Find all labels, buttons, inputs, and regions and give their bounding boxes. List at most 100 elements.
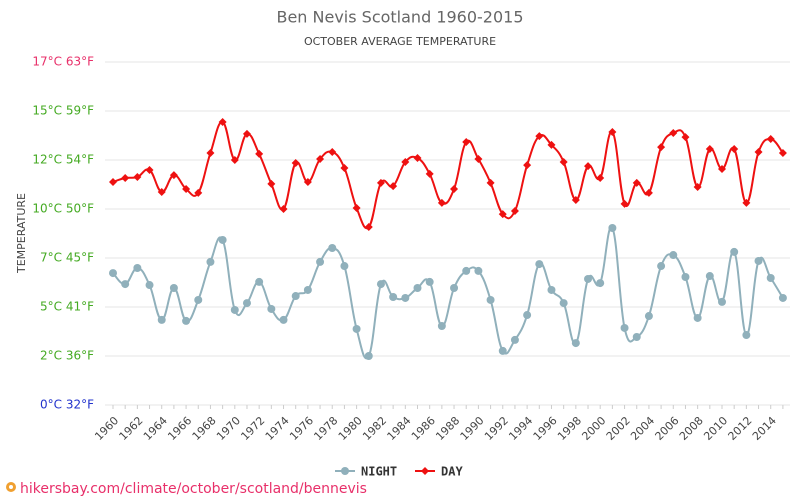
x-tick-label: 1990 xyxy=(458,414,487,443)
point xyxy=(425,169,434,178)
point xyxy=(389,293,398,302)
x-tick-label: 1966 xyxy=(165,414,194,443)
point xyxy=(194,295,203,304)
point xyxy=(364,352,373,360)
point xyxy=(340,164,349,173)
point xyxy=(730,247,739,256)
x-tick-label: 1996 xyxy=(531,414,560,443)
point xyxy=(364,223,373,232)
point xyxy=(584,162,593,171)
point xyxy=(754,147,763,156)
point xyxy=(340,262,349,271)
x-tick-label: 2000 xyxy=(579,414,608,443)
y-tick-label: 17°C 63°F xyxy=(32,55,94,69)
point xyxy=(462,137,471,146)
point xyxy=(547,285,556,294)
chart-title: Ben Nevis Scotland 1960-2015 xyxy=(276,8,523,27)
x-tick-label: 1986 xyxy=(409,414,438,443)
point xyxy=(303,285,312,294)
point xyxy=(462,266,471,275)
x-tick-label: 2012 xyxy=(726,414,755,443)
point xyxy=(754,256,763,265)
point xyxy=(133,263,142,272)
point xyxy=(109,177,117,186)
point xyxy=(644,312,653,321)
point xyxy=(121,174,130,183)
x-tick-label: 1984 xyxy=(385,414,414,443)
legend-item: DAY xyxy=(415,465,463,479)
point xyxy=(498,346,507,355)
legend-marker xyxy=(341,467,349,475)
source: hikersbay.com/climate/october/scotland/b… xyxy=(20,481,367,497)
point xyxy=(644,188,653,197)
y-tick-label: 5°C 41°F xyxy=(40,300,94,314)
x-tick-label: 1980 xyxy=(336,414,365,443)
x-tick-label: 1998 xyxy=(555,414,584,443)
point xyxy=(474,266,483,275)
point xyxy=(681,273,690,282)
y-tick-label: 15°C 59°F xyxy=(32,104,94,118)
point xyxy=(413,154,422,163)
point xyxy=(559,157,568,166)
point xyxy=(450,283,459,292)
point xyxy=(121,280,130,289)
point xyxy=(352,324,361,333)
x-tick-label: 2002 xyxy=(604,414,633,443)
point xyxy=(742,198,751,207)
point xyxy=(559,299,568,308)
point xyxy=(194,188,203,197)
point xyxy=(632,178,641,187)
point xyxy=(328,147,337,156)
point xyxy=(376,280,385,289)
point xyxy=(535,260,544,269)
point xyxy=(230,305,239,314)
point xyxy=(474,155,483,164)
point xyxy=(510,335,519,344)
x-tick-label: 2010 xyxy=(701,414,730,443)
x-tick-label: 1964 xyxy=(141,414,170,443)
point xyxy=(778,148,787,157)
point xyxy=(498,210,507,219)
point xyxy=(279,315,288,324)
source-icon xyxy=(6,482,16,492)
point xyxy=(571,195,580,204)
point xyxy=(778,293,787,302)
point xyxy=(255,277,264,286)
point xyxy=(510,206,519,215)
x-tick-label: 1974 xyxy=(263,414,292,443)
point xyxy=(766,135,775,144)
point xyxy=(730,145,739,154)
point xyxy=(145,281,154,290)
series-line xyxy=(112,226,784,360)
point xyxy=(316,155,325,164)
point xyxy=(620,199,629,208)
y-tick-label: 12°C 54°F xyxy=(32,153,94,167)
point xyxy=(401,157,410,166)
point xyxy=(182,185,191,194)
point xyxy=(425,277,434,286)
y-tick-label: 0°C 32°F xyxy=(40,398,94,412)
point xyxy=(596,279,605,288)
point xyxy=(255,149,264,158)
legend-label: NIGHT xyxy=(361,465,397,479)
point xyxy=(182,316,191,325)
point xyxy=(316,257,325,266)
x-tick-label: 2014 xyxy=(750,414,779,443)
point xyxy=(657,262,666,271)
point xyxy=(206,148,215,157)
point xyxy=(486,178,495,187)
point xyxy=(693,313,702,322)
point xyxy=(328,244,337,253)
point xyxy=(718,165,726,174)
x-tick-label: 1992 xyxy=(482,414,511,443)
point xyxy=(437,198,446,207)
point xyxy=(523,311,532,320)
point xyxy=(145,165,154,174)
x-tick-label: 1978 xyxy=(311,414,340,443)
point xyxy=(571,339,580,348)
x-tick-label: 1962 xyxy=(117,414,146,443)
point xyxy=(718,297,726,306)
x-tick-label: 1968 xyxy=(190,414,219,443)
point xyxy=(413,283,422,292)
